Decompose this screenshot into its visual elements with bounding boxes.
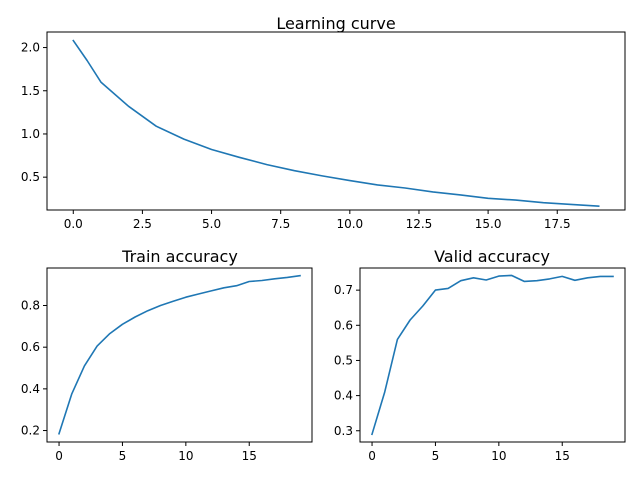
train-accuracy-axes-frame [46,267,313,443]
train-accuracy-plot: 0 5 10 15 0.2 0.4 0.6 0.8 [21,274,301,463]
valid-accuracy-y-tick-label: 0.6 [334,318,353,332]
train-accuracy-y-tick-label: 0.4 [21,382,40,396]
valid-accuracy-series-line [371,274,614,436]
learning-curve-panel: Learning curve 0.0 2.5 5.0 7.5 10.0 12.5 15.0 1… [21,14,626,231]
valid-accuracy-x-tick-label: 15 [555,449,570,463]
learning-curve-axes-frame [46,31,626,211]
learning-curve-x-tick-label: 10.0 [336,217,363,231]
valid-accuracy-y-tick-label: 0.4 [334,389,353,403]
learning-curve-y-tick-label: 1.5 [21,84,40,98]
learning-curve-y-tick-label: 2.0 [21,41,40,55]
learning-curve-plot: 0.0 2.5 5.0 7.5 10.0 12.5 15.0 17.5 0.5 1.0 1.5 2.0 [21,39,600,231]
train-accuracy-y-tick-label: 0.6 [21,340,40,354]
valid-accuracy-plot: 0 5 10 15 0.3 0.4 0.5 0.6 0.7 [334,274,614,463]
valid-accuracy-y-tick-label: 0.5 [334,353,353,367]
learning-curve-x-tick-label: 17.5 [544,217,571,231]
train-accuracy-title: Train accuracy [121,247,238,266]
valid-accuracy-panel: Valid accuracy 0 5 10 15 0.3 0.4 0.5 0.6 0.7 [334,247,626,463]
valid-accuracy-axes-frame [359,267,626,443]
train-accuracy-y-tick-label: 0.2 [21,424,40,438]
learning-curve-series-line [72,39,600,207]
valid-accuracy-title: Valid accuracy [434,247,550,266]
train-accuracy-x-tick-label: 0 [55,449,63,463]
learning-curve-x-tick-label: 5.0 [202,217,221,231]
learning-curve-x-tick-label: 7.5 [271,217,290,231]
learning-curve-x-tick-label: 12.5 [406,217,433,231]
learning-curve-x-tick-label: 2.5 [133,217,152,231]
train-accuracy-x-tick-label: 10 [178,449,193,463]
valid-accuracy-x-tick-label: 5 [432,449,440,463]
learning-curve-y-tick-label: 0.5 [21,170,40,184]
learning-curve-x-tick-label: 15.0 [475,217,502,231]
train-accuracy-panel: Train accuracy 0 5 10 15 0.2 0.4 0.6 0.8 [21,247,313,463]
train-accuracy-x-tick-label: 15 [242,449,257,463]
learning-curve-title: Learning curve [276,14,395,33]
valid-accuracy-y-tick-label: 0.7 [334,283,353,297]
train-accuracy-x-tick-label: 5 [119,449,127,463]
valid-accuracy-y-tick-label: 0.3 [334,424,353,438]
valid-accuracy-x-tick-label: 10 [491,449,506,463]
train-accuracy-series-line [57,274,301,435]
valid-accuracy-x-tick-label: 0 [368,449,376,463]
learning-curve-x-tick-label: 0.0 [64,217,83,231]
train-accuracy-y-tick-label: 0.8 [21,299,40,313]
learning-curve-y-tick-label: 1.0 [21,127,40,141]
